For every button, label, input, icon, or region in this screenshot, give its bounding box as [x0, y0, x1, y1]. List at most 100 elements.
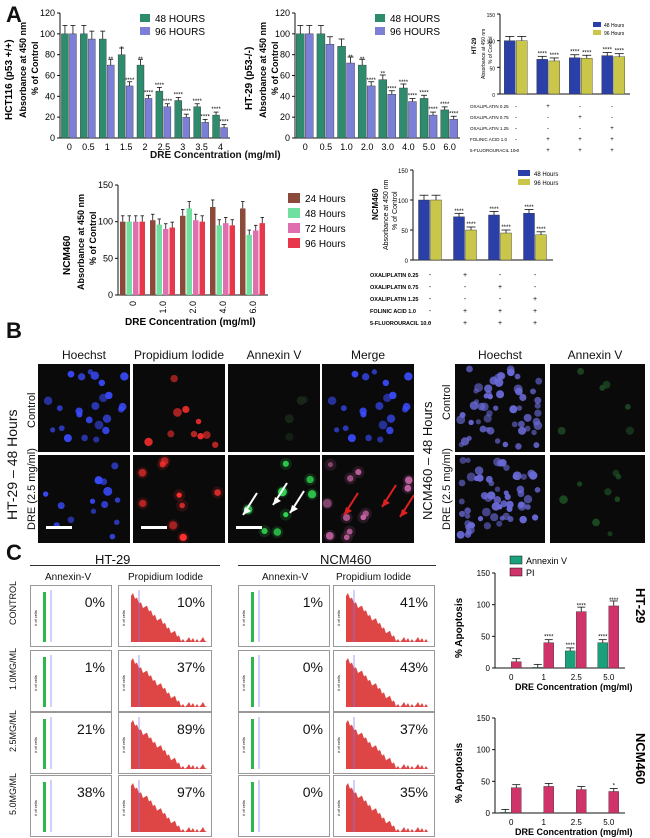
- legend-48-swatch: [593, 22, 601, 27]
- legend-96-swatch: [140, 27, 150, 35]
- legend-swatch: [288, 208, 300, 218]
- micrograph-cells: [327, 369, 413, 443]
- cell: [91, 401, 100, 410]
- a5-ylabel3: % of Control: [392, 191, 399, 230]
- histogram-area: [346, 783, 430, 832]
- cell: [479, 425, 487, 433]
- percent-label: 0%: [302, 721, 323, 737]
- significance-mark: ****: [125, 78, 135, 84]
- cell: [282, 460, 289, 467]
- flow-histogram: # of cells 37%: [118, 650, 212, 712]
- cell: [195, 418, 202, 425]
- treatment-mark: +: [533, 308, 537, 315]
- hist-axis-label: # of cells: [121, 737, 126, 753]
- cell: [382, 379, 390, 387]
- histogram-area: [131, 783, 207, 832]
- a5-treatment-table: OXALIPLATIN 0.25 - + - - OXALIPLATIN 0.75 - - + -…: [370, 272, 537, 327]
- x-tick-label: 0: [67, 142, 72, 150]
- cell: [103, 486, 113, 496]
- bar: [80, 33, 88, 139]
- bar: [543, 786, 554, 814]
- cell: [523, 413, 532, 422]
- c-row-25: 2.5MG/ML: [8, 709, 18, 752]
- bar: [576, 611, 587, 669]
- significance-mark: ****: [155, 83, 165, 89]
- treatment-mark: -: [611, 115, 613, 121]
- cell: [81, 434, 88, 442]
- cell: [261, 528, 268, 535]
- bar: [107, 64, 115, 139]
- treatment-row-label: OXALIPLATIN 0.75: [370, 285, 419, 291]
- treatment-row-label: 5-FLUOROURACIL 10.0: [370, 321, 431, 327]
- significance-mark: ****: [144, 90, 154, 96]
- c-ncm-xlabel: DRE Concentration (mg/ml): [515, 827, 633, 837]
- y-tick-label: 80: [45, 50, 55, 60]
- flow-histogram: # of cells 35%: [333, 775, 435, 837]
- bar: [150, 220, 156, 295]
- cell: [506, 505, 513, 512]
- c-row-control: CONTROL: [8, 580, 18, 625]
- cell: [577, 367, 585, 375]
- cell: [527, 469, 536, 478]
- cell: [464, 507, 471, 514]
- histogram-peak: [43, 657, 46, 707]
- percent-label: 37%: [176, 659, 205, 675]
- b-col-pi: Propidium Iodide: [133, 348, 225, 362]
- cell: [284, 414, 294, 424]
- cell: [511, 421, 518, 428]
- bar: [346, 62, 355, 139]
- cell: [197, 433, 204, 440]
- bar: [88, 38, 96, 139]
- cell: [351, 370, 359, 378]
- hist-axis-label: # of cells: [241, 737, 246, 753]
- cell: [534, 486, 541, 493]
- treatment-mark: -: [579, 104, 581, 110]
- micrograph: [550, 455, 645, 543]
- a1-ylabel1: HCT116 (p53 +/+): [4, 39, 15, 120]
- cell: [604, 488, 612, 496]
- c-ncm-title: NCM460: [320, 552, 372, 567]
- flow-histogram: # of cells 0%: [238, 650, 330, 712]
- cell: [534, 396, 542, 404]
- a1-ylabel3: % of Control: [30, 42, 40, 96]
- legend-annexin-label: Annexin V: [526, 556, 567, 566]
- cell: [114, 519, 120, 526]
- micrograph: [133, 364, 225, 452]
- bar: [337, 46, 346, 139]
- y-tick-label: 20: [45, 112, 55, 122]
- x-tick-label: 5.0: [603, 673, 615, 682]
- significance-mark: ****: [501, 225, 511, 231]
- treatment-row-label: 5-FLUOROURACIL 10.0: [470, 148, 520, 153]
- panel-b-letter: B: [6, 318, 22, 343]
- cell: [58, 425, 65, 432]
- treatment-mark: -: [579, 126, 581, 132]
- legend-48-swatch: [140, 14, 150, 22]
- hist-axis-label: # of cells: [336, 675, 341, 691]
- treatment-mark: -: [534, 272, 537, 279]
- c-ncm-side: NCM460: [633, 733, 648, 784]
- hist-axis-label: # of cells: [336, 610, 341, 626]
- significance-mark: ****: [219, 120, 229, 126]
- treatment-mark: -: [515, 115, 517, 121]
- micrograph: [38, 455, 130, 543]
- bar: [163, 106, 172, 139]
- y-tick-label: 60: [45, 71, 55, 81]
- histogram-plot: # of cells: [33, 590, 52, 642]
- percent-label: 21%: [76, 721, 105, 737]
- x-tick-label: 2.0: [188, 301, 198, 314]
- a1-ylabel2: Absorbance at 450 nm: [18, 22, 28, 118]
- bar: [193, 106, 201, 139]
- micrograph-cells: [456, 457, 541, 539]
- chart-ncm460-combo: NCM460 Absorbance at 450 nm % of Control…: [370, 169, 558, 327]
- cell: [459, 411, 466, 418]
- c-ht29-side: HT-29: [633, 588, 648, 623]
- treatment-mark: +: [533, 320, 537, 327]
- bar: [305, 33, 314, 139]
- y-tick-label: 150: [487, 13, 496, 19]
- significance-mark: ****: [387, 86, 397, 92]
- legend-pi-swatch: [509, 567, 523, 577]
- a5-ylabel1: NCM460: [371, 188, 380, 220]
- cell: [159, 461, 166, 468]
- cell: [94, 476, 103, 485]
- cell-glow: [156, 458, 169, 471]
